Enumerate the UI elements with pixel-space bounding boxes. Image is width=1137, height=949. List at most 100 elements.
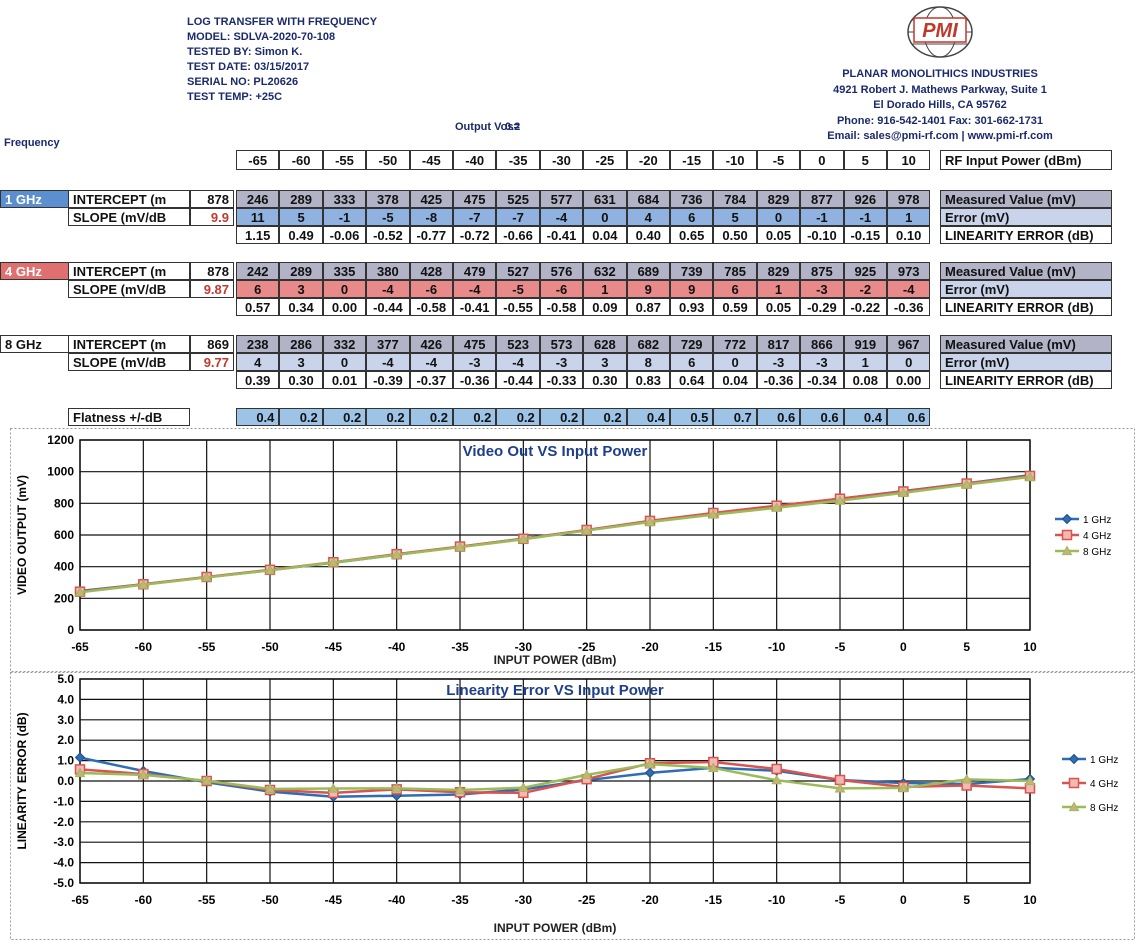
measured-cell: 380	[366, 262, 410, 280]
measured-cell: 425	[409, 190, 453, 208]
error-cell: -2	[843, 280, 887, 298]
measured-cell: 967	[887, 335, 931, 353]
x-tick-label: -55	[198, 893, 216, 907]
flatness-cell: 0.6	[887, 408, 931, 426]
x-tick-label: -60	[135, 893, 153, 907]
x-tick-label: -55	[198, 640, 216, 654]
power-cell: 10	[887, 150, 931, 170]
legend-label: 1 GHz	[1083, 515, 1111, 526]
x-tick-label: -45	[325, 640, 343, 654]
measured-cell: 926	[843, 190, 887, 208]
flatness-cell: 0.2	[366, 408, 410, 426]
error-cell: 1	[843, 353, 887, 371]
error-cell: 6	[236, 280, 280, 298]
y-tick-label: 600	[54, 528, 74, 542]
linearity-cell: -0.52	[366, 226, 410, 244]
error-cell: 3	[583, 353, 627, 371]
error-cell: 3	[279, 280, 323, 298]
x-tick-label: -10	[768, 893, 786, 907]
y-tick-label: 800	[54, 496, 74, 510]
error-cell: -4	[409, 353, 453, 371]
error-cell: 5	[713, 208, 757, 226]
error-cell: 1	[583, 280, 627, 298]
marker	[771, 774, 783, 785]
linearity-cell: -0.36	[453, 371, 497, 389]
company-line: 4921 Robert J. Mathews Parkway, Suite 1	[833, 83, 1047, 96]
measured-cell: 426	[409, 335, 453, 353]
marker	[644, 767, 656, 779]
measured-cell: 378	[366, 190, 410, 208]
flatness-cell: 0.2	[539, 408, 584, 426]
measured-cell: 286	[279, 335, 323, 353]
power-cell: -25	[583, 150, 627, 170]
y-axis-label: VIDEO OUTPUT (mV)	[15, 475, 29, 595]
y-tick-label: -3.0	[53, 835, 74, 849]
error-cell: -4	[366, 353, 410, 371]
error-cell: 11	[236, 208, 280, 226]
linearity-cell: -0.37	[409, 371, 453, 389]
legend-label: 4 GHz	[1083, 531, 1111, 542]
marker	[1024, 775, 1036, 786]
y-tick-label: 2.0	[57, 733, 74, 747]
linearity-cell: 0.05	[756, 298, 801, 316]
y-tick-label: 1200	[47, 433, 74, 447]
linearity-cell: 0.00	[322, 298, 367, 316]
frequency-label: Frequency	[4, 137, 60, 149]
row-label: LINEARITY ERROR (dB)	[940, 298, 1112, 316]
flatness-cell: 0.6	[756, 408, 801, 426]
error-cell: 6	[713, 280, 757, 298]
marker	[1068, 753, 1080, 765]
linearity-cell: -0.55	[496, 298, 540, 316]
linearity-cell: 0.49	[279, 226, 323, 244]
linearity-cell: -0.41	[453, 298, 497, 316]
power-cell: -30	[539, 150, 584, 170]
linearity-cell: -0.72	[453, 226, 497, 244]
power-cell: -45	[409, 150, 453, 170]
y-tick-label: 1.0	[57, 754, 74, 768]
marker	[517, 533, 529, 544]
y-tick-label: -5.0	[53, 876, 74, 890]
row-label: Measured Value (mV)	[940, 262, 1112, 280]
x-tick-label: -50	[261, 893, 279, 907]
power-cell: -35	[496, 150, 540, 170]
linearity-cell: -0.06	[322, 226, 367, 244]
marker	[1061, 545, 1073, 556]
marker	[1068, 801, 1080, 812]
measured-cell: 772	[713, 335, 757, 353]
measured-cell: 682	[626, 335, 670, 353]
slope-label: SLOPE (mV/dB	[68, 353, 190, 371]
error-cell: -4	[496, 353, 540, 371]
chart-frame	[10, 428, 1135, 672]
y-tick-label: 200	[54, 591, 74, 605]
error-cell: 0	[322, 353, 367, 371]
x-tick-label: -50	[261, 640, 279, 654]
marker	[74, 586, 86, 597]
linearity-cell: -0.33	[539, 371, 584, 389]
x-tick-label: 10	[1023, 893, 1037, 907]
flatness-cell: 0.7	[713, 408, 757, 426]
linearity-cell: 1.15	[236, 226, 280, 244]
x-tick-label: -60	[135, 640, 153, 654]
x-tick-label: -25	[578, 640, 596, 654]
intercept-value: 869	[190, 335, 234, 353]
company-line: El Dorado Hills, CA 95762	[873, 99, 1007, 111]
intercept-label: INTERCEPT (m	[68, 190, 190, 208]
x-tick-label: -5	[835, 893, 846, 907]
linearity-cell: 0.10	[887, 226, 931, 244]
linearity-cell: -0.15	[843, 226, 887, 244]
plot-border	[79, 439, 1031, 631]
y-tick-label: 1000	[47, 465, 74, 479]
measured-cell: 525	[496, 190, 540, 208]
error-cell: -5	[496, 280, 540, 298]
x-tick-label: -45	[325, 893, 343, 907]
x-tick-label: 0	[900, 893, 907, 907]
error-cell: -3	[539, 353, 584, 371]
x-tick-label: -15	[705, 640, 723, 654]
flatness-cell: 0.6	[800, 408, 844, 426]
linearity-cell: 0.30	[279, 371, 323, 389]
linearity-cell: 0.08	[843, 371, 887, 389]
marker	[391, 782, 403, 793]
linearity-cell: 0.50	[713, 226, 757, 244]
marker	[897, 782, 909, 793]
